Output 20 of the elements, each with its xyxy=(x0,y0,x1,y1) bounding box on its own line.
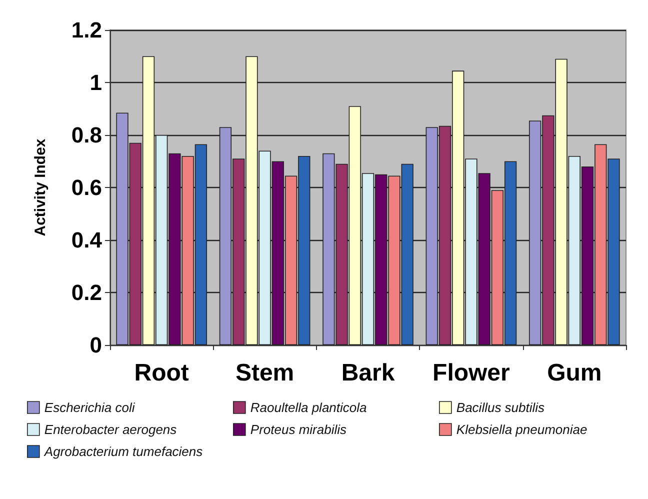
y-tick-label: 0.8 xyxy=(71,122,102,148)
y-axis-title: Activity Index xyxy=(32,138,49,236)
x-tick-label: Flower xyxy=(432,360,510,386)
x-tick-label: Root xyxy=(134,360,189,386)
legend-label: Escherichia coli xyxy=(44,400,136,415)
legend-label: Proteus mirabilis xyxy=(250,422,347,437)
legend-label: Bacillus subtilis xyxy=(456,400,546,415)
y-tick-label: 0.2 xyxy=(71,280,102,305)
legend-label: Raoultella planticola xyxy=(250,400,367,415)
x-tick-label: Gum xyxy=(547,360,602,386)
y-tick-label: 1.2 xyxy=(71,18,102,42)
y-tick-label: 0 xyxy=(90,332,102,358)
y-tick-label: 1 xyxy=(90,70,102,95)
x-tick-label: Bark xyxy=(341,360,396,386)
legend-label: Enterobacter aerogens xyxy=(44,422,178,437)
legend-label: Agrobacterium tumefaciens xyxy=(43,444,204,459)
x-tick-label: Stem xyxy=(235,360,294,386)
y-tick-label: 0.6 xyxy=(71,175,102,200)
y-tick-label: 0.4 xyxy=(71,228,103,252)
legend-label: Klebsiella pneumoniae xyxy=(456,422,588,437)
